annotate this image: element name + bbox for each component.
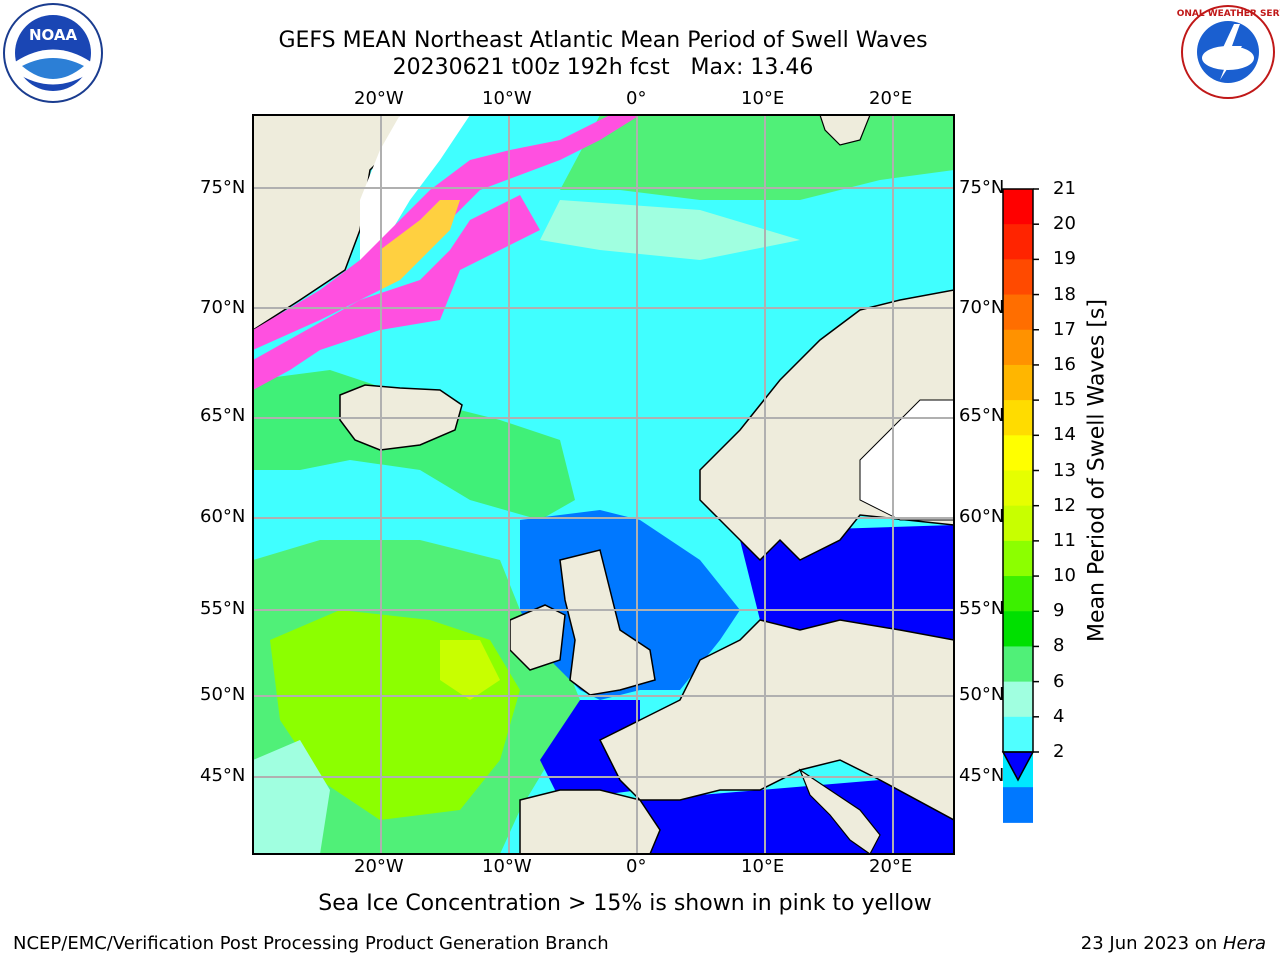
lat-label-left-75n: 75°N [200, 177, 246, 198]
colorbar-tick-label: 13 [1053, 459, 1076, 481]
colorbar-band [1003, 611, 1033, 647]
colorbar-band [1003, 189, 1033, 225]
colorbar-tick-label: 8 [1053, 635, 1065, 657]
colorbar-band [1003, 716, 1033, 753]
colorbar-band [1003, 224, 1033, 260]
colorbar-band [1003, 329, 1033, 366]
swell-field-yellowgreen [440, 640, 500, 700]
colorbar-band [1003, 364, 1033, 401]
lon-label-bottom-20w: 20°W [354, 856, 404, 877]
lat-label-left-45n: 45°N [200, 765, 246, 786]
colorbar-frame [1002, 188, 1034, 753]
colorbar-tick-label: 12 [1053, 494, 1076, 516]
sea-ice-caption: Sea Ice Concentration > 15% is shown in … [318, 891, 932, 916]
lat-label-right-55n: 55°N [959, 598, 1005, 619]
greenland-ice-white [360, 115, 470, 280]
nws-logo: NATIONAL WEATHER SERVICE [1176, 5, 1280, 99]
svg-text:NATIONAL WEATHER SERVICE: NATIONAL WEATHER SERVICE [1176, 9, 1280, 19]
colorbar [1003, 188, 1039, 823]
colorbar-band [1003, 646, 1033, 683]
footer-host: Hera [1222, 933, 1266, 954]
lon-label-bottom-10w: 10°W [482, 856, 532, 877]
colorbar-tick-label: 17 [1053, 318, 1076, 340]
lon-label-top-10w: 10°W [482, 88, 532, 109]
colorbar-tick-label: 2 [1053, 741, 1065, 762]
colorbar-band [1003, 294, 1033, 331]
swell-field-pale-arctic [540, 200, 800, 260]
continental-europe-land [598, 619, 954, 821]
lon-label-bottom-10e: 10°E [741, 856, 785, 877]
colorbar-tick-label: 21 [1053, 178, 1076, 199]
chart-title-line-2: 20230621 t00z 192h fcst Max: 13.46 [392, 55, 814, 80]
noaa-logo: NOAA [3, 3, 103, 103]
colorbar-tick-label: 10 [1053, 565, 1076, 587]
map-frame [252, 114, 955, 855]
lon-label-bottom-0: 0° [626, 856, 647, 877]
lat-label-left-70n: 70°N [200, 297, 246, 318]
lon-label-top-0: 0° [626, 88, 647, 109]
footer-credit: NCEP/EMC/Verification Post Processing Pr… [13, 933, 609, 954]
iberia-land [519, 789, 661, 854]
lon-label-bottom-20e: 20°E [869, 856, 913, 877]
swell-field-pale [253, 740, 330, 854]
colorbar-tick-label: 6 [1053, 670, 1065, 692]
graticule [253, 115, 954, 854]
sea-ice-pink-lower [253, 195, 540, 390]
colorbar-tick-label: 20 [1053, 213, 1076, 235]
footer-date-text: 23 Jun 2023 on [1080, 933, 1223, 954]
italy-land [798, 768, 881, 854]
footer-date: 23 Jun 2023 on Hera [1081, 933, 1266, 954]
lon-label-top-20w: 20°W [354, 88, 404, 109]
lon-label-top-10e: 10°E [741, 88, 785, 109]
colorbar-band [1003, 540, 1033, 577]
colorbar-band [1003, 787, 1033, 823]
colorbar-tick-label: 18 [1053, 283, 1076, 305]
colorbar-band [1003, 400, 1033, 436]
colorbar-label: Mean Period of Swell Waves [s] [1084, 299, 1110, 642]
colorbar-tick-label: 14 [1053, 424, 1076, 446]
chart-title-line-1: GEFS MEAN Northeast Atlantic Mean Period… [278, 28, 928, 53]
colorbar-band [1003, 470, 1033, 507]
svg-text:NOAA: NOAA [29, 26, 78, 44]
lat-label-right-75n: 75°N [959, 177, 1005, 198]
lat-label-right-60n: 60°N [959, 506, 1005, 527]
svalbard-land [819, 115, 871, 146]
colorbar-band [1003, 505, 1033, 542]
lat-label-left-55n: 55°N [200, 598, 246, 619]
sea-ice-pink-band [253, 115, 640, 350]
lat-label-left-50n: 50°N [200, 684, 246, 705]
gulf-of-bothnia-ice [859, 399, 954, 521]
colorbar-band [1003, 435, 1033, 471]
colorbar-tick-label: 15 [1053, 389, 1076, 411]
colorbar-band [1003, 681, 1033, 718]
lat-label-left-65n: 65°N [200, 405, 246, 426]
lat-label-right-45n: 45°N [959, 765, 1005, 786]
lat-label-right-70n: 70°N [959, 297, 1005, 318]
colorbar-band [1003, 576, 1033, 612]
colorbar-band [1003, 259, 1033, 296]
colorbar-tick-label: 9 [1053, 600, 1065, 622]
colorbar-tick-label: 16 [1053, 353, 1076, 375]
colorbar-tick-label: 19 [1053, 248, 1076, 270]
lat-label-right-65n: 65°N [959, 405, 1005, 426]
lon-label-top-20e: 20°E [869, 88, 913, 109]
lat-label-right-50n: 50°N [959, 684, 1005, 705]
sea-ice-yellow [380, 200, 460, 290]
colorbar-tick-label: 4 [1053, 705, 1065, 727]
lat-label-left-60n: 60°N [200, 506, 246, 527]
colorbar-tick-label: 11 [1053, 529, 1076, 551]
swell-field-deepblue-biscay [540, 700, 640, 800]
